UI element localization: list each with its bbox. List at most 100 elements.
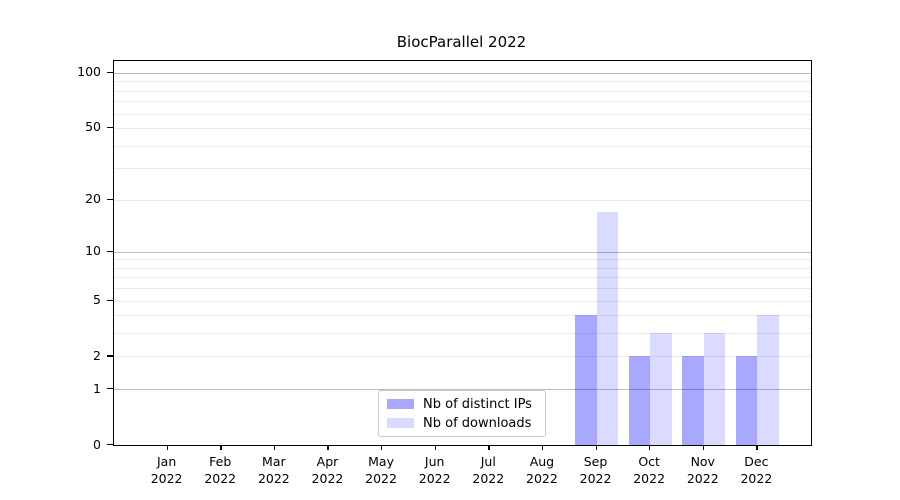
minor-gridline <box>114 101 811 103</box>
minor-gridline <box>114 356 811 358</box>
x-tick-label-line: May <box>368 454 394 469</box>
y-tick-label: 50 <box>85 119 101 135</box>
x-tick-label: Jan 2022 <box>135 453 199 487</box>
minor-gridline <box>114 288 811 290</box>
minor-gridline <box>114 259 811 261</box>
x-tick-label-line: Jul <box>480 454 496 469</box>
y-tick-label: 1 <box>93 380 101 396</box>
x-tick-label: Sep 2022 <box>564 453 628 487</box>
x-tick-label-line: 2022 <box>472 471 505 486</box>
minor-gridline <box>114 267 811 269</box>
y-tick-label: 20 <box>85 191 101 206</box>
x-tick-mark <box>166 445 168 450</box>
y-tick-label: 0 <box>93 436 101 452</box>
minor-gridline <box>114 300 811 302</box>
x-tick-mark <box>434 445 436 450</box>
y-tick-label: 10 <box>85 243 101 259</box>
x-tick-label-line: Mar <box>262 454 286 469</box>
minor-gridline <box>114 199 811 201</box>
x-tick-label-line: 2022 <box>633 471 666 486</box>
legend: Nb of distinct IPs Nb of downloads <box>378 390 546 437</box>
y-tick-mark <box>107 299 113 301</box>
x-tick-label-line: Apr <box>316 454 339 469</box>
x-tick-label-line: Aug <box>529 454 555 469</box>
y-tick-mark <box>107 355 113 357</box>
x-tick-mark <box>273 445 276 450</box>
x-tick-label-line: 2022 <box>686 471 719 486</box>
legend-label: Nb of downloads <box>423 415 532 431</box>
bar-nb-of-downloads-oct <box>650 333 672 445</box>
x-tick-label: Aug 2022 <box>510 453 574 487</box>
x-tick-mark <box>702 445 705 450</box>
x-tick-label-line: Jun <box>424 454 445 469</box>
x-tick-label-line: Oct <box>638 454 660 469</box>
y-tick-mark <box>107 250 113 252</box>
x-tick-label: Oct 2022 <box>617 453 681 487</box>
y-tick-mark <box>107 71 113 74</box>
y-tick-label: 100 <box>77 64 101 80</box>
x-tick-label-line: 2022 <box>311 471 344 486</box>
plot-area <box>113 60 812 446</box>
minor-gridline <box>114 113 811 115</box>
legend-item: Nb of downloads <box>379 416 545 431</box>
x-tick-label: May 2022 <box>349 453 413 487</box>
bar-nb-of-distinct-ips-oct <box>628 356 651 445</box>
x-tick-label-line: 2022 <box>150 471 183 486</box>
y-tick-mark <box>107 388 113 390</box>
chart-title: BiocParallel 2022 <box>396 33 527 51</box>
x-tick-mark <box>381 445 383 450</box>
x-tick-label-line: 2022 <box>526 471 558 486</box>
major-gridline <box>114 72 811 74</box>
minor-gridline <box>114 315 811 317</box>
x-tick-label: Jul 2022 <box>456 453 520 487</box>
minor-gridline <box>114 81 811 83</box>
x-tick-mark <box>649 445 651 450</box>
x-tick-mark <box>220 445 222 450</box>
bar-nb-of-downloads-sep <box>596 211 619 445</box>
x-tick-label: Apr 2022 <box>295 453 359 487</box>
bar-nb-of-distinct-ips-nov <box>682 356 704 445</box>
x-tick-label-line: 2022 <box>579 471 612 486</box>
y-tick-mark <box>107 198 113 200</box>
minor-gridline <box>114 145 811 147</box>
x-tick-label-line: 2022 <box>257 471 290 486</box>
bar-nb-of-distinct-ips-dec <box>735 356 758 445</box>
x-tick-label-line: Jan <box>156 454 177 469</box>
minor-gridline <box>114 277 811 279</box>
x-tick-label-line: 2022 <box>418 471 451 486</box>
x-tick-label-line: 2022 <box>365 471 397 486</box>
legend-swatch <box>387 418 414 428</box>
x-tick-label-line: Nov <box>690 454 715 469</box>
x-tick-label: Jun 2022 <box>403 453 467 487</box>
y-tick-mark <box>107 444 113 446</box>
minor-gridline <box>114 90 811 92</box>
y-tick-label: 2 <box>93 347 101 363</box>
y-tick-label: 5 <box>93 292 101 308</box>
minor-gridline <box>114 168 811 170</box>
legend-item: Nb of distinct IPs <box>379 397 545 412</box>
minor-gridline <box>114 333 811 335</box>
x-tick-mark <box>756 445 758 450</box>
x-tick-mark <box>488 445 490 450</box>
x-tick-label-line: Dec <box>744 454 769 469</box>
x-tick-mark <box>541 445 544 450</box>
bar-nb-of-distinct-ips-sep <box>575 315 597 445</box>
x-tick-label: Dec 2022 <box>724 453 788 487</box>
x-tick-mark <box>595 445 597 450</box>
major-gridline <box>114 389 811 391</box>
bar-nb-of-downloads-dec <box>757 315 779 445</box>
legend-swatch <box>387 399 414 409</box>
minor-gridline <box>114 127 811 129</box>
x-tick-mark <box>327 445 329 450</box>
x-tick-label-line: Sep <box>583 454 608 469</box>
x-tick-label: Mar 2022 <box>242 453 306 487</box>
legend-label: Nb of distinct IPs <box>423 396 532 412</box>
x-tick-label-line: Feb <box>209 454 232 469</box>
major-gridline <box>114 251 811 253</box>
y-tick-mark <box>107 126 113 129</box>
x-tick-label: Feb 2022 <box>188 453 252 487</box>
bar-nb-of-downloads-nov <box>703 333 726 445</box>
x-tick-label: Nov 2022 <box>671 453 735 487</box>
x-tick-label-line: 2022 <box>740 471 773 486</box>
